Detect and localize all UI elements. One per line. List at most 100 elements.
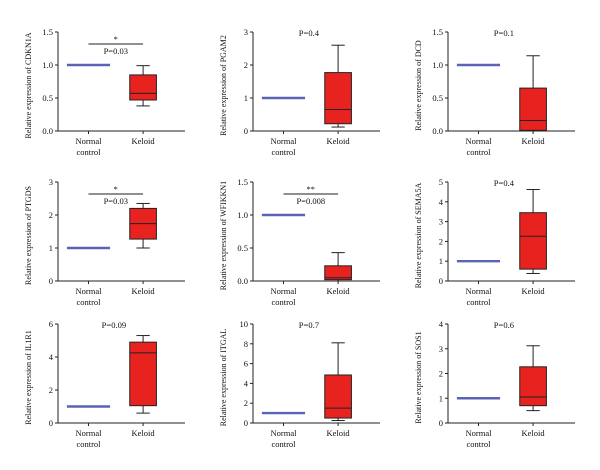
category-label-normal-control: Normal bbox=[270, 136, 297, 146]
p-value: P=0.7 bbox=[299, 320, 319, 330]
y-tick-label: 3 bbox=[49, 177, 53, 187]
y-tick-label: 0 bbox=[49, 276, 53, 286]
y-tick-label: 4 bbox=[439, 197, 444, 207]
y-tick-label: 2 bbox=[49, 210, 53, 220]
y-tick-label: 1.5 bbox=[432, 27, 443, 37]
y-tick-label: 10 bbox=[240, 319, 249, 329]
y-axis-label: Relative expression of SEMA5A bbox=[414, 183, 423, 289]
category-label-normal-control: control bbox=[466, 297, 491, 307]
keloid-box bbox=[519, 212, 547, 270]
y-tick-label: 1.0 bbox=[237, 210, 248, 220]
category-label-normal-control: Normal bbox=[75, 136, 102, 146]
significance-stars: ** bbox=[307, 184, 316, 194]
y-tick-label: 1 bbox=[439, 393, 443, 403]
p-value: P=0.6 bbox=[494, 320, 514, 330]
y-axis-label: Relative expression of ITGAL bbox=[219, 329, 228, 427]
y-tick-label: 1 bbox=[439, 256, 443, 266]
y-tick-label: 4 bbox=[244, 378, 249, 388]
category-label-normal-control: control bbox=[76, 439, 101, 449]
y-axis-label: Relative expression of DCD bbox=[414, 40, 423, 131]
p-value: P=0.008 bbox=[296, 196, 325, 206]
y-tick-label: 0 bbox=[244, 418, 248, 428]
category-label-keloid: Keloid bbox=[132, 136, 156, 146]
category-label-normal-control: Normal bbox=[75, 286, 102, 296]
keloid-box bbox=[324, 265, 352, 281]
p-value: P=0.03 bbox=[104, 196, 128, 206]
y-tick-label: 0 bbox=[49, 418, 53, 428]
y-tick-label: 1 bbox=[244, 93, 248, 103]
y-tick-label: 6 bbox=[49, 319, 53, 329]
p-value: P=0.03 bbox=[104, 46, 128, 56]
y-axis-label: Relative expression of PGAM2 bbox=[219, 35, 228, 136]
p-value: P=0.1 bbox=[494, 28, 514, 38]
category-label-normal-control: Normal bbox=[75, 428, 102, 438]
y-tick-label: 2 bbox=[49, 385, 53, 395]
y-tick-label: 2 bbox=[439, 236, 443, 246]
significance-stars: * bbox=[114, 184, 118, 194]
y-tick-label: 2 bbox=[244, 60, 248, 70]
category-label-normal-control: Normal bbox=[465, 136, 492, 146]
y-tick-label: 0 bbox=[439, 276, 443, 286]
p-value: P=0.4 bbox=[494, 178, 515, 188]
significance-stars: * bbox=[114, 34, 118, 44]
category-label-keloid: Keloid bbox=[522, 286, 546, 296]
y-tick-label: 0.5 bbox=[432, 93, 443, 103]
y-axis-label: Relative expression of WFIKKN1 bbox=[219, 181, 228, 290]
keloid-box bbox=[519, 366, 547, 407]
category-label-keloid: Keloid bbox=[327, 428, 351, 438]
y-tick-label: 0.0 bbox=[432, 126, 443, 136]
y-tick-label: 3 bbox=[244, 27, 248, 37]
y-tick-label: 2 bbox=[439, 369, 443, 379]
y-axis-label: Relative expression of CDKN1A bbox=[24, 32, 33, 138]
category-label-normal-control: control bbox=[271, 147, 296, 157]
category-label-normal-control: Normal bbox=[270, 428, 297, 438]
y-tick-label: 1.5 bbox=[42, 27, 53, 37]
category-label-normal-control: Normal bbox=[270, 286, 297, 296]
category-label-keloid: Keloid bbox=[132, 428, 156, 438]
category-label-normal-control: control bbox=[466, 147, 491, 157]
category-label-keloid: Keloid bbox=[327, 286, 351, 296]
p-value: P=0.09 bbox=[102, 320, 126, 330]
keloid-box bbox=[324, 72, 352, 125]
y-tick-label: 0 bbox=[439, 418, 443, 428]
y-tick-label: 0.0 bbox=[42, 126, 53, 136]
category-label-keloid: Keloid bbox=[522, 136, 546, 146]
y-axis-label: Relative expression of SOS1 bbox=[414, 331, 423, 423]
category-label-normal-control: control bbox=[466, 439, 491, 449]
category-label-normal-control: control bbox=[271, 297, 296, 307]
category-label-normal-control: control bbox=[76, 147, 101, 157]
y-tick-label: 3 bbox=[439, 344, 443, 354]
y-tick-label: 8 bbox=[244, 339, 248, 349]
y-tick-label: 6 bbox=[244, 359, 248, 369]
y-tick-label: 0.0 bbox=[237, 276, 248, 286]
category-label-keloid: Keloid bbox=[327, 136, 351, 146]
keloid-box bbox=[324, 374, 352, 419]
y-axis-label: Relative expression of PTGDS bbox=[24, 186, 33, 285]
keloid-box bbox=[129, 341, 157, 407]
y-tick-label: 0.5 bbox=[237, 243, 248, 253]
y-tick-label: 1.5 bbox=[237, 177, 248, 187]
category-label-normal-control: Normal bbox=[465, 286, 492, 296]
y-tick-label: 5 bbox=[439, 177, 443, 187]
category-label-normal-control: control bbox=[76, 297, 101, 307]
category-label-normal-control: control bbox=[271, 439, 296, 449]
y-tick-label: 1.0 bbox=[42, 60, 53, 70]
p-value: P=0.4 bbox=[299, 28, 320, 38]
category-label-keloid: Keloid bbox=[522, 428, 546, 438]
y-tick-label: 1 bbox=[49, 243, 53, 253]
keloid-box bbox=[519, 87, 547, 131]
y-tick-label: 1.0 bbox=[432, 60, 443, 70]
category-label-keloid: Keloid bbox=[132, 286, 156, 296]
y-tick-label: 2 bbox=[244, 398, 248, 408]
y-tick-label: 0.5 bbox=[42, 93, 53, 103]
